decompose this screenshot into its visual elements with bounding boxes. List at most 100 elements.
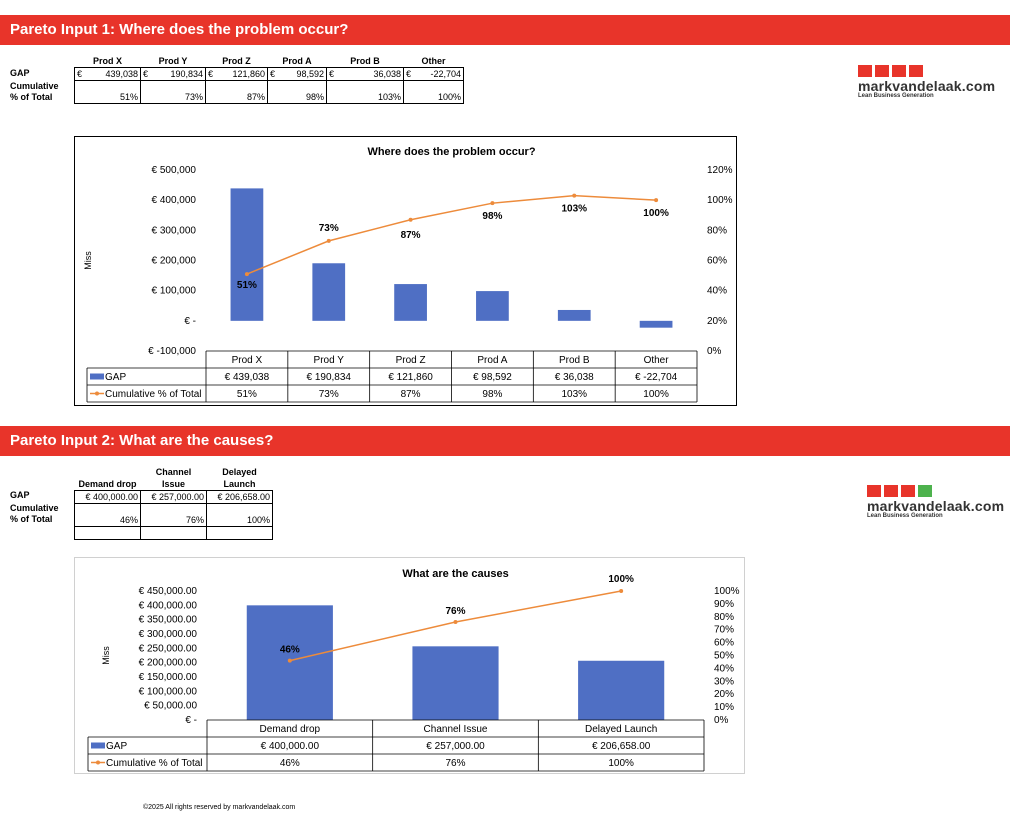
logo-square-icon [884,485,898,497]
y-tick-label: € 400,000 [152,195,197,206]
table-value: 87% [401,389,421,400]
category-label: Delayed Launch [585,724,657,735]
empty-cell[interactable] [74,526,141,540]
chart-title: Where does the problem occur? [367,146,535,158]
col-header: Issue [161,479,185,489]
col-header: Other [421,56,446,66]
line-point [287,658,292,663]
input-table-1: Prod X Prod Y Prod Z Prod A Prod B Other… [74,55,464,104]
bar [578,660,665,720]
gap-cell[interactable]: €36,038 [326,67,404,81]
gap-cell[interactable]: €98,592 [267,67,327,81]
y-tick-label: € 200,000.00 [139,658,198,669]
table-value: € 439,038 [225,372,270,383]
category-label: Prod B [559,355,590,366]
y2-tick-label: 0% [707,346,722,357]
y-tick-label: € 300,000 [152,225,197,236]
line-point [490,201,495,206]
y-tick-label: € 100,000 [152,286,197,297]
data-label: 87% [401,230,421,241]
table-value: 46% [280,758,300,769]
logo-square-icon [901,485,915,497]
cum-cell[interactable]: 103% [326,80,404,104]
y2-tick-label: 90% [714,599,734,610]
col-header: Prod B [350,56,380,66]
y-tick-label: € 150,000.00 [139,672,198,683]
table-value: € 206,658.00 [592,741,651,752]
bar [557,309,591,321]
y2-tick-label: 70% [714,625,734,636]
y2-tick-label: 40% [714,663,734,674]
cum-cell[interactable]: 46% [74,503,141,527]
cum-cell[interactable]: 100% [403,80,464,104]
gap-cell[interactable]: €439,038 [74,67,141,81]
logo-name: markvandelaak.com [867,498,1005,514]
empty-cell[interactable] [206,526,273,540]
percent-total-row-label: % of Total [10,92,53,102]
bar [394,284,427,321]
section2-title: Pareto Input 2: What are the causes? [0,426,1010,456]
table-value: 100% [643,389,669,400]
table-value: € 400,000.00 [261,741,320,752]
y-tick-label: € 100,000.00 [139,686,198,697]
y-tick-label: € -100,000 [148,346,196,357]
y2-tick-label: 20% [707,316,727,327]
category-label: Demand drop [260,724,321,735]
gap-cell[interactable]: €121,860 [205,67,268,81]
category-label: Prod Y [314,355,345,366]
cum-cell[interactable]: 98% [267,80,327,104]
y2-tick-label: 0% [714,715,729,726]
legend-line-marker [95,391,99,396]
gap-cell[interactable]: € 257,000.00 [140,490,207,504]
chart-1-frame: Where does the problem occur? Miss € 500,0… [74,136,737,406]
y-tick-label: € 250,000.00 [139,643,198,654]
logo-tagline: Lean Business Generation [858,93,934,99]
col-header: Prod Z [222,56,251,66]
y2-tick-label: 60% [714,638,734,649]
logo-square-icon [892,65,906,77]
cum-cell[interactable]: 87% [205,80,268,104]
col-header: Launch [223,479,256,489]
category-label: Channel Issue [424,724,488,735]
footer-copyright: ©2025 All rights reserved by markvandela… [143,804,296,811]
gap-row-label: GAP [10,68,30,78]
category-label: Prod Z [396,355,426,366]
table-value: 76% [445,758,465,769]
y2-tick-label: 10% [714,702,734,713]
category-label: Prod A [477,355,507,366]
y2-tick-label: 20% [714,689,734,700]
cum-cell[interactable]: 73% [140,80,206,104]
line-point [619,589,624,593]
gap-cell[interactable]: € 400,000.00 [74,490,141,504]
gap-cell[interactable]: €190,834 [140,67,206,81]
pareto-chart-2: What are the causes Miss € 450,000.00 € 400… [87,568,740,772]
y-axis-label: Miss [101,646,111,665]
table-value: 73% [319,389,339,400]
data-label: 46% [280,645,300,656]
legend-line-marker [96,760,100,765]
pareto-chart-1: Where does the problem occur? Miss € 500,0… [83,146,733,403]
bar [412,646,499,720]
cum-cell[interactable]: 51% [74,80,141,104]
gap-cell[interactable]: € -22,704 [403,67,464,81]
input-table-2: Channel Delayed Demand drop Issue Launch… [74,466,273,540]
y-tick-label: € 500,000 [152,165,197,176]
logo-square-icon [909,65,923,77]
empty-cell[interactable] [140,526,207,540]
line-point [572,193,577,198]
gap-cell[interactable]: € 206,658.00 [206,490,273,504]
bar [639,320,673,328]
cum-cell[interactable]: 76% [140,503,207,527]
table-value: € -22,704 [635,372,678,383]
category-label: Prod X [232,355,263,366]
y2-tick-label: 80% [707,225,727,236]
data-label: 51% [237,280,257,291]
cumulative-row-label: Cumulative [10,503,59,513]
data-label: 76% [445,606,465,617]
line-point [408,217,413,222]
cum-cell[interactable]: 100% [206,503,273,527]
line-point [326,238,331,243]
y-tick-label: € 350,000.00 [139,615,198,626]
col-header: Prod X [92,56,122,66]
legend-bar-swatch [90,373,104,380]
